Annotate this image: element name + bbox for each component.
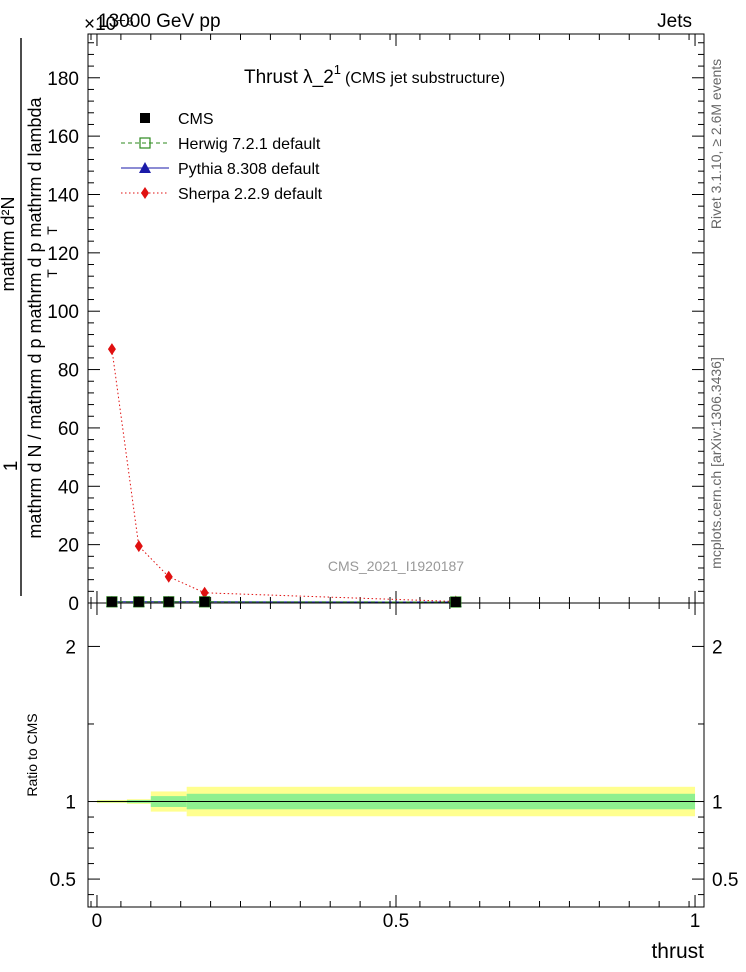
ratio-y-tick-label: 1 (65, 793, 76, 814)
main-y-tick-label: 140 (47, 185, 79, 206)
exponent-label: ×10⁻⁶ (84, 14, 134, 35)
data-point-3 (200, 586, 209, 599)
ylabel-numerator: mathrm d²N (0, 196, 18, 291)
category-label: Jets (657, 11, 692, 32)
ratio-y-tick-label-right: 0.5 (712, 870, 738, 891)
main-y-tick-label: 100 (47, 302, 79, 323)
energy-label: 13000 GeV pp (98, 11, 221, 32)
ylabel-one: 1 (1, 461, 22, 472)
main-y-tick-label: 0 (68, 594, 79, 615)
main-y-tick-label: 60 (58, 419, 79, 440)
ratio-y-tick-label-right: 1 (712, 793, 723, 814)
x-tick-label: 1 (690, 911, 701, 932)
ratio-ylabel: Ratio to CMS (24, 713, 40, 796)
plot-title-main: Thrust λ_2 (244, 67, 334, 88)
data-point-3 (164, 570, 173, 583)
data-point-0 (133, 596, 144, 607)
rivet-label: Rivet 3.1.10, ≥ 2.6M events (708, 59, 724, 229)
series-line-3 (111, 349, 456, 602)
legend-marker-2 (139, 162, 151, 173)
legend-label-3: Sherpa 2.2.9 default (178, 186, 323, 203)
plot-title: Thrust λ_21 (CMS jet substructure) (244, 62, 505, 88)
mcplots-label: mcplots.cern.ch [arXiv:1306.3436] (708, 357, 724, 569)
analysis-watermark: CMS_2021_I1920187 (328, 558, 464, 574)
legend-label-1: Herwig 7.2.1 default (178, 136, 321, 153)
plot-subtitle: (CMS jet substructure) (345, 70, 505, 87)
legend-marker-1 (139, 137, 151, 149)
ylabel-denominator-subscripts: T T (44, 226, 60, 278)
ratio-panel-frame (87, 602, 705, 908)
ylabel-denominator: mathrm d N / mathrm d p mathrm d p mathr… (25, 96, 45, 538)
main-y-tick-label: 20 (58, 536, 79, 557)
data-point-0 (163, 596, 174, 607)
main-y-tick-label: 40 (58, 477, 79, 498)
legend: CMS Herwig 7.2.1 default Pythia 8.308 defa… (121, 111, 323, 203)
axis-ticks: 0 20 40 60 80 100 120 140 160 180 0 0.5 1 0.5 0.5 1 1 2 2 (47, 34, 738, 932)
plot-title-sup: 1 (334, 62, 341, 77)
main-y-tick-label: 160 (47, 127, 79, 148)
data-point-3 (107, 343, 116, 356)
ratio-y-tick-label: 0.5 (50, 870, 76, 891)
x-tick-label: 0 (92, 911, 103, 932)
main-y-tick-label: 180 (47, 69, 79, 90)
data-point-0 (199, 596, 210, 607)
main-y-tick-label: 120 (47, 244, 79, 265)
legend-marker-3 (141, 187, 149, 199)
main-ylabel: 1 mathrm d²N mathrm d N / mathrm d p mat… (0, 38, 60, 596)
data-point-0 (450, 597, 461, 607)
ratio-y-tick-label-right: 2 (712, 637, 723, 658)
data-point-0 (106, 596, 117, 607)
legend-label-0: CMS (178, 111, 214, 128)
ratio-bands (96, 786, 696, 817)
main-y-tick-label: 80 (58, 361, 79, 382)
data-series (105, 343, 462, 608)
x-tick-label: 0.5 (383, 911, 409, 932)
x-axis-label: thrust (651, 940, 704, 963)
legend-marker-0 (140, 113, 150, 123)
data-point-3 (134, 540, 143, 553)
ratio-y-tick-label: 2 (65, 637, 76, 658)
legend-label-2: Pythia 8.308 default (178, 161, 320, 178)
